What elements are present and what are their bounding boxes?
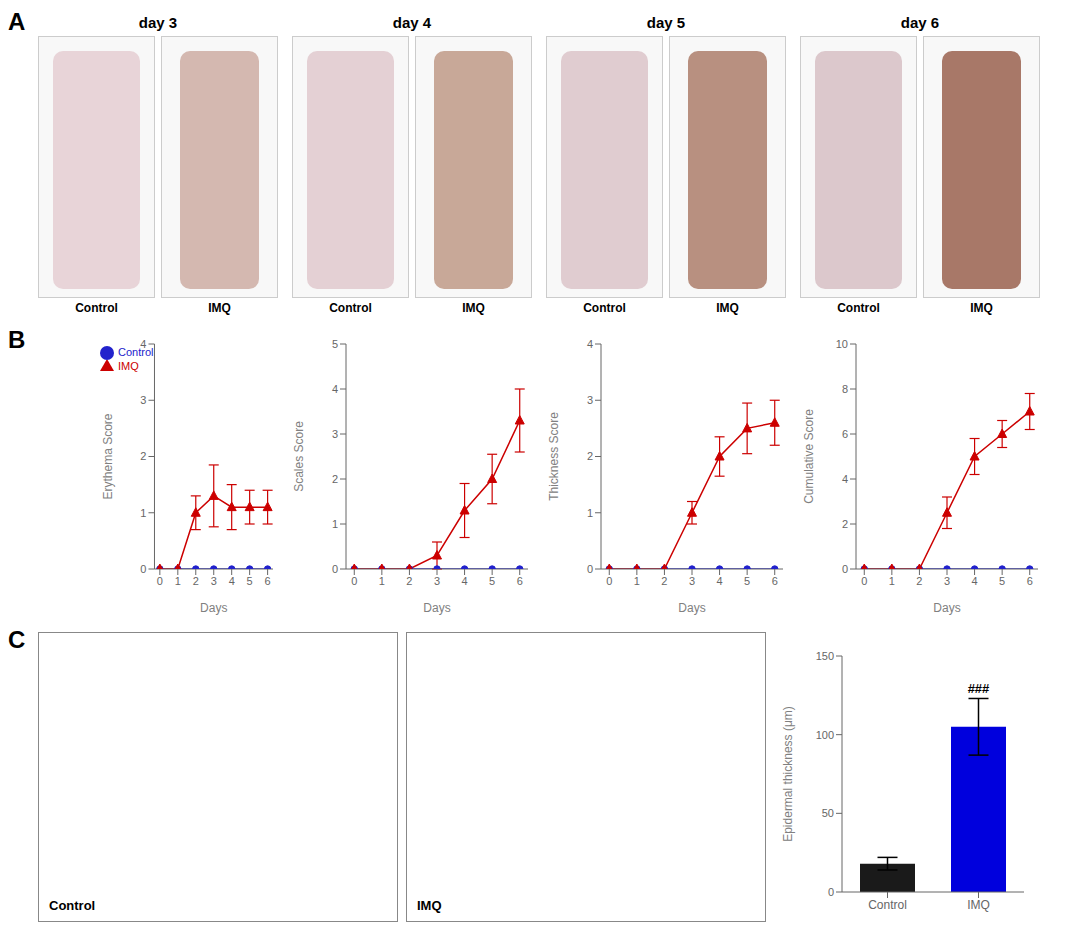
svg-text:0: 0 (606, 575, 612, 587)
svg-text:2: 2 (916, 575, 922, 587)
svg-text:4: 4 (462, 575, 468, 587)
svg-text:6: 6 (265, 575, 271, 587)
svg-text:Scales Score: Scales Score (292, 421, 306, 492)
svg-text:0: 0 (828, 886, 834, 898)
svg-text:###: ### (968, 681, 990, 696)
svg-text:0: 0 (140, 563, 146, 575)
svg-text:4: 4 (140, 338, 146, 350)
svg-text:2: 2 (406, 575, 412, 587)
svg-text:4: 4 (717, 575, 723, 587)
svg-text:1: 1 (634, 575, 640, 587)
svg-text:2: 2 (332, 473, 338, 485)
svg-text:6: 6 (772, 575, 778, 587)
svg-text:6: 6 (1027, 575, 1033, 587)
svg-text:2: 2 (661, 575, 667, 587)
svg-text:0: 0 (351, 575, 357, 587)
svg-text:0: 0 (861, 575, 867, 587)
svg-text:5: 5 (489, 575, 495, 587)
svg-text:2: 2 (193, 575, 199, 587)
svg-text:0: 0 (157, 575, 163, 587)
svg-text:8: 8 (842, 383, 848, 395)
svg-text:5: 5 (332, 338, 338, 350)
svg-text:2: 2 (842, 518, 848, 530)
svg-text:1: 1 (587, 507, 593, 519)
svg-text:Thickness Score: Thickness Score (547, 412, 561, 501)
svg-text:1: 1 (140, 507, 146, 519)
svg-text:0: 0 (332, 563, 338, 575)
svg-text:10: 10 (836, 338, 848, 350)
svg-text:Epidermal thickness (μm): Epidermal thickness (μm) (781, 706, 795, 842)
svg-text:Control: Control (868, 898, 907, 912)
svg-text:100: 100 (816, 729, 834, 741)
svg-text:0: 0 (587, 563, 593, 575)
svg-text:3: 3 (332, 428, 338, 440)
svg-text:Days: Days (200, 601, 227, 615)
svg-text:6: 6 (517, 575, 523, 587)
svg-text:4: 4 (842, 473, 848, 485)
svg-text:150: 150 (816, 650, 834, 662)
svg-text:2: 2 (587, 450, 593, 462)
svg-text:1: 1 (379, 575, 385, 587)
svg-text:4: 4 (972, 575, 978, 587)
svg-text:IMQ: IMQ (967, 898, 990, 912)
svg-text:0: 0 (842, 563, 848, 575)
svg-text:Cumulative Score: Cumulative Score (802, 409, 816, 504)
svg-text:1: 1 (175, 575, 181, 587)
svg-text:3: 3 (140, 394, 146, 406)
svg-text:4: 4 (332, 383, 338, 395)
svg-text:Days: Days (933, 601, 960, 615)
svg-text:3: 3 (434, 575, 440, 587)
svg-text:1: 1 (332, 518, 338, 530)
svg-text:4: 4 (587, 338, 593, 350)
svg-text:3: 3 (587, 394, 593, 406)
svg-text:6: 6 (842, 428, 848, 440)
svg-text:Days: Days (678, 601, 705, 615)
svg-text:50: 50 (822, 807, 834, 819)
svg-text:1: 1 (889, 575, 895, 587)
svg-text:5: 5 (247, 575, 253, 587)
svg-text:Days: Days (423, 601, 450, 615)
svg-text:3: 3 (689, 575, 695, 587)
svg-text:3: 3 (211, 575, 217, 587)
svg-text:3: 3 (944, 575, 950, 587)
svg-text:2: 2 (140, 450, 146, 462)
svg-text:Erythema Score: Erythema Score (101, 413, 115, 499)
svg-text:4: 4 (229, 575, 235, 587)
svg-text:5: 5 (744, 575, 750, 587)
svg-text:5: 5 (999, 575, 1005, 587)
